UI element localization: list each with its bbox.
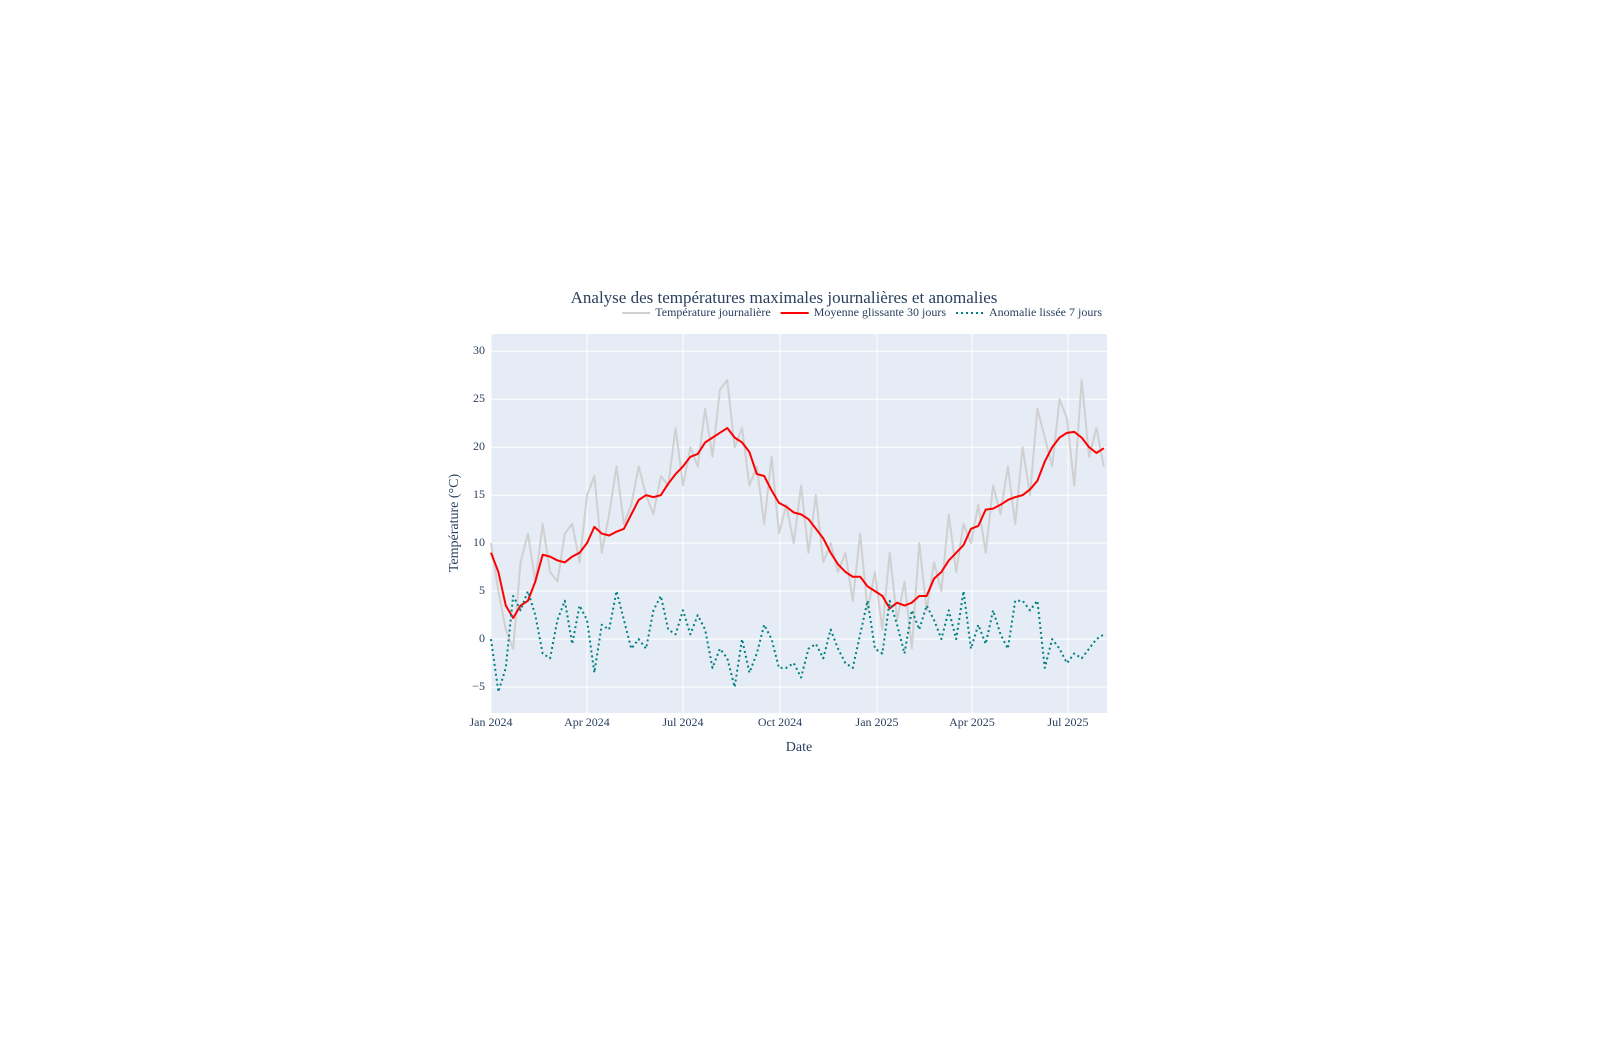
legend: Température journalière Moyenne glissante… [622,305,1102,319]
y-tick-label: −5 [472,679,485,693]
legend-item: Température journalière [622,305,771,319]
grid [490,334,1107,713]
y-tick-label: 0 [479,631,485,645]
y-tick-label: 20 [473,439,485,453]
x-tick-label: Apr 2024 [564,715,610,729]
x-tick-label: Apr 2025 [949,715,995,729]
x-tick-label: Jan 2025 [856,715,899,729]
y-tick-label: 10 [473,535,485,549]
legend-item: Moyenne glissante 30 jours [780,305,947,319]
lines [490,379,1105,693]
series-line [490,590,1105,693]
x-axis-title: Date [786,740,812,755]
chart-title: Analyse des températures maximales journ… [571,288,998,307]
legend-item: Anomalie lissée 7 jours [956,305,1102,319]
x-tick-label: Jul 2025 [1047,715,1088,729]
y-tick-label: 5 [479,583,485,597]
series-line [490,427,1105,620]
legend-label: Température journalière [655,305,770,319]
y-tick-label: 15 [473,487,485,501]
legend-label: Anomalie lissée 7 jours [989,305,1102,319]
x-tick-label: Oct 2024 [758,715,802,729]
y-tick-label: 30 [473,343,485,357]
y-tick-label: 25 [473,391,485,405]
plot-area [491,334,1107,713]
legend-label: Moyenne glissante 30 jours [814,305,947,319]
x-tick-label: Jul 2024 [662,715,703,729]
x-tick-label: Jan 2024 [470,715,513,729]
y-axis-title: Température (°C) [447,474,462,573]
